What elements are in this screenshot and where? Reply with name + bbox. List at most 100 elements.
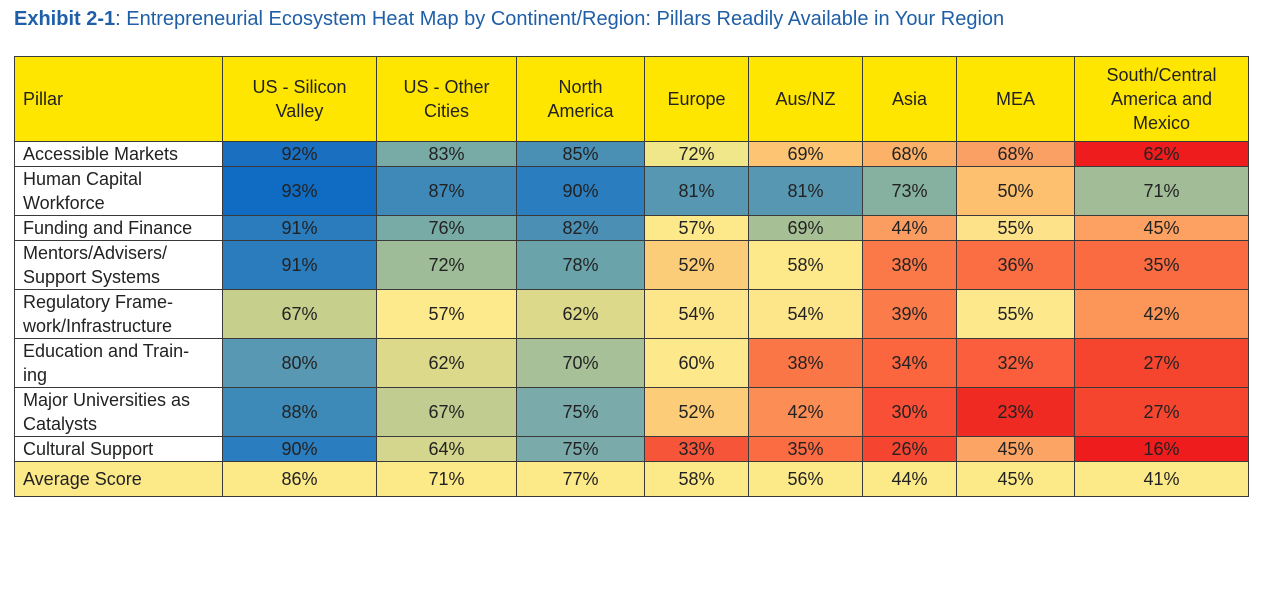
row-label: Accessible Markets	[14, 141, 223, 167]
heat-cell: 71%	[1074, 166, 1249, 216]
heat-cell: 55%	[956, 215, 1075, 241]
heat-cell: 34%	[862, 338, 957, 388]
row-label: Education and Train- ing	[14, 338, 223, 388]
heat-cell: 80%	[222, 338, 377, 388]
table-row: Regulatory Frame- work/Infrastructure 67%…	[14, 289, 1249, 339]
header-row: Pillar US - Silicon Valley US - Other Citi…	[14, 56, 1249, 142]
heat-cell: 27%	[1074, 387, 1249, 437]
heat-cell: 42%	[1074, 289, 1249, 339]
average-cell: 45%	[956, 461, 1075, 497]
heat-cell: 90%	[222, 436, 377, 462]
row-label: Human Capital Workforce	[14, 166, 223, 216]
heat-cell: 42%	[748, 387, 863, 437]
exhibit-label: Exhibit 2-1	[14, 8, 116, 30]
row-label: Average Score	[14, 461, 223, 497]
column-header: Asia	[862, 56, 957, 142]
heat-cell: 90%	[516, 166, 645, 216]
heat-cell: 75%	[516, 436, 645, 462]
table-row: Mentors/Advisers/ Support Systems 91% 72% 7…	[14, 240, 1249, 290]
heat-cell: 52%	[644, 240, 749, 290]
heat-cell: 50%	[956, 166, 1075, 216]
heat-cell: 58%	[748, 240, 863, 290]
average-cell: 58%	[644, 461, 749, 497]
heat-cell: 91%	[222, 240, 377, 290]
heat-cell: 54%	[644, 289, 749, 339]
average-cell: 86%	[222, 461, 377, 497]
heat-cell: 57%	[644, 215, 749, 241]
heat-cell: 76%	[376, 215, 517, 241]
heat-cell: 32%	[956, 338, 1075, 388]
average-cell: 41%	[1074, 461, 1249, 497]
average-cell: 77%	[516, 461, 645, 497]
heat-cell: 26%	[862, 436, 957, 462]
heat-cell: 33%	[644, 436, 749, 462]
table-row: Cultural Support 90% 64% 75% 33% 35% 26% 45% 16%	[14, 436, 1249, 462]
heat-cell: 38%	[862, 240, 957, 290]
heat-cell: 39%	[862, 289, 957, 339]
table-row: Accessible Markets 92% 83% 85% 72% 69% 68% 68% 6…	[14, 141, 1249, 167]
heat-cell: 72%	[376, 240, 517, 290]
table-row: Major Universities as Catalysts 88% 67% 75%…	[14, 387, 1249, 437]
heat-cell: 45%	[1074, 215, 1249, 241]
average-cell: 71%	[376, 461, 517, 497]
heat-cell: 68%	[956, 141, 1075, 167]
heat-cell: 30%	[862, 387, 957, 437]
column-header: North America	[516, 56, 645, 142]
column-header: Europe	[644, 56, 749, 142]
heat-cell: 16%	[1074, 436, 1249, 462]
exhibit-title: Exhibit 2-1: Entrepreneurial Ecosystem H…	[14, 8, 1004, 31]
row-label: Funding and Finance	[14, 215, 223, 241]
heat-cell: 55%	[956, 289, 1075, 339]
column-header: US - Other Cities	[376, 56, 517, 142]
heat-cell: 68%	[862, 141, 957, 167]
heat-cell: 62%	[516, 289, 645, 339]
average-row: Average Score 86% 71% 77% 58% 56% 44% 45% 41%	[14, 461, 1249, 497]
heat-cell: 70%	[516, 338, 645, 388]
column-header: MEA	[956, 56, 1075, 142]
row-label: Regulatory Frame- work/Infrastructure	[14, 289, 223, 339]
average-cell: 44%	[862, 461, 957, 497]
heat-cell: 81%	[644, 166, 749, 216]
row-label: Cultural Support	[14, 436, 223, 462]
row-label: Mentors/Advisers/ Support Systems	[14, 240, 223, 290]
column-header: South/Central America and Mexico	[1074, 56, 1249, 142]
heat-cell: 75%	[516, 387, 645, 437]
heat-cell: 60%	[644, 338, 749, 388]
heat-cell: 64%	[376, 436, 517, 462]
table-row: Funding and Finance 91% 76% 82% 57% 69% 44% 55%…	[14, 215, 1249, 241]
heat-cell: 72%	[644, 141, 749, 167]
heat-cell: 57%	[376, 289, 517, 339]
heat-cell: 69%	[748, 141, 863, 167]
heat-cell: 88%	[222, 387, 377, 437]
row-label: Major Universities as Catalysts	[14, 387, 223, 437]
heat-cell: 52%	[644, 387, 749, 437]
heat-cell: 38%	[748, 338, 863, 388]
heat-map-table: Pillar US - Silicon Valley US - Other Citi…	[14, 56, 1249, 497]
heat-cell: 81%	[748, 166, 863, 216]
table-row: Education and Train- ing 80% 62% 70% 60% 38% 3…	[14, 338, 1249, 388]
heat-cell: 35%	[748, 436, 863, 462]
column-header: Pillar	[14, 56, 223, 142]
heat-cell: 83%	[376, 141, 517, 167]
heat-cell: 92%	[222, 141, 377, 167]
heat-cell: 54%	[748, 289, 863, 339]
table-row: Human Capital Workforce 93% 87% 90% 81% 81% 73…	[14, 166, 1249, 216]
heat-cell: 67%	[376, 387, 517, 437]
column-header: US - Silicon Valley	[222, 56, 377, 142]
heat-cell: 27%	[1074, 338, 1249, 388]
heat-cell: 23%	[956, 387, 1075, 437]
average-cell: 56%	[748, 461, 863, 497]
exhibit-text: : Entrepreneurial Ecosystem Heat Map by …	[115, 8, 1005, 30]
heat-cell: 91%	[222, 215, 377, 241]
heat-cell: 62%	[376, 338, 517, 388]
column-header: Aus/NZ	[748, 56, 863, 142]
heat-cell: 69%	[748, 215, 863, 241]
heat-cell: 45%	[956, 436, 1075, 462]
heat-cell: 78%	[516, 240, 645, 290]
heat-cell: 82%	[516, 215, 645, 241]
heat-cell: 36%	[956, 240, 1075, 290]
heat-cell: 44%	[862, 215, 957, 241]
heat-cell: 93%	[222, 166, 377, 216]
heat-cell: 35%	[1074, 240, 1249, 290]
